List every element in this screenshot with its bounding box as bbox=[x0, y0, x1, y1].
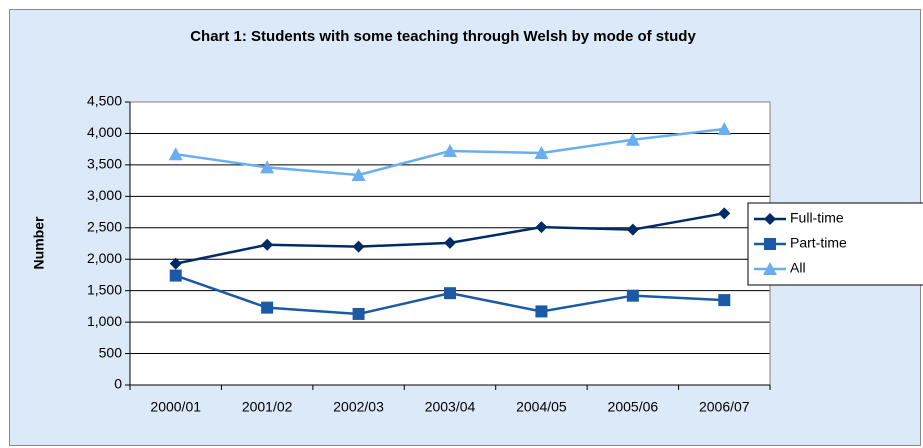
y-tick-label: 0 bbox=[114, 376, 122, 392]
marker bbox=[535, 305, 548, 318]
legend-marker bbox=[764, 213, 776, 225]
y-tick-label: 4,000 bbox=[87, 124, 122, 140]
y-tick-label: 500 bbox=[99, 344, 123, 360]
marker bbox=[626, 289, 639, 302]
x-tick-label: 2001/02 bbox=[242, 399, 293, 415]
x-tick-label: 2000/01 bbox=[150, 399, 201, 415]
y-tick-label: 2,500 bbox=[87, 218, 122, 234]
marker bbox=[625, 132, 640, 146]
legend-label: All bbox=[790, 260, 806, 276]
marker bbox=[261, 301, 274, 314]
legend-label: Part-time bbox=[790, 235, 847, 251]
marker bbox=[169, 257, 182, 270]
x-tick-label: 2006/07 bbox=[699, 399, 750, 415]
marker bbox=[352, 240, 365, 253]
marker bbox=[443, 144, 457, 158]
marker bbox=[718, 207, 731, 220]
y-tick-label: 1,500 bbox=[87, 281, 122, 297]
y-tick-label: 4,500 bbox=[87, 93, 122, 109]
marker bbox=[626, 223, 639, 236]
marker bbox=[261, 238, 274, 251]
marker bbox=[534, 145, 549, 159]
y-tick-label: 2,000 bbox=[87, 250, 122, 266]
x-tick-label: 2004/05 bbox=[516, 399, 567, 415]
marker bbox=[535, 221, 548, 234]
marker bbox=[168, 147, 183, 161]
marker bbox=[444, 236, 456, 249]
marker bbox=[260, 160, 275, 174]
x-tick-label: 2003/04 bbox=[425, 399, 476, 415]
y-axis-title: Number bbox=[31, 216, 47, 269]
legend-marker bbox=[763, 262, 777, 275]
marker bbox=[351, 167, 366, 181]
y-tick-label: 1,000 bbox=[87, 313, 122, 329]
x-tick-label: 2005/06 bbox=[608, 399, 659, 415]
marker bbox=[718, 294, 731, 307]
chart-title: Chart 1: Students with some teaching thr… bbox=[190, 28, 696, 45]
y-tick-label: 3,500 bbox=[87, 156, 122, 172]
x-tick-label: 2002/03 bbox=[333, 399, 384, 415]
marker bbox=[444, 287, 456, 300]
legend-label: Full-time bbox=[790, 210, 844, 226]
y-tick-label: 3,000 bbox=[87, 187, 122, 203]
legend-marker bbox=[764, 238, 776, 250]
marker bbox=[717, 122, 732, 136]
marker bbox=[169, 269, 182, 282]
marker bbox=[352, 307, 365, 320]
